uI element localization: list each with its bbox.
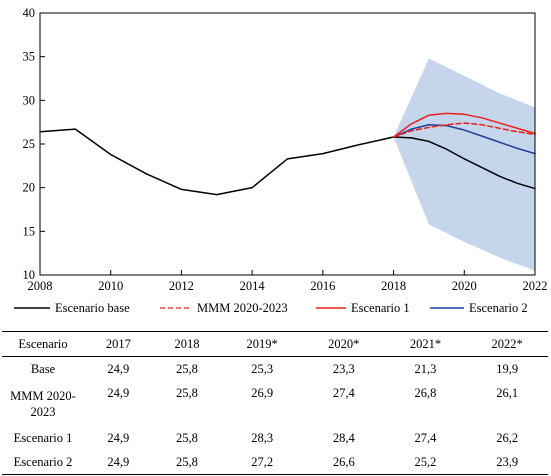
table-cell: 23,9 (466, 450, 548, 475)
x-tick-label: 2012 (169, 279, 194, 293)
x-tick-label: 2008 (28, 279, 53, 293)
table-cell: 27,2 (221, 450, 303, 475)
legend-item-escenario-base: Escenario base (14, 298, 130, 318)
table-header-cell: 2017 (84, 331, 153, 357)
table-row: Escenario 1 24,9 25,8 28,3 28,4 27,4 26,… (2, 426, 548, 450)
series-line-escenario-2 (392, 124, 536, 155)
y-tick-label: 10 (23, 268, 36, 282)
legend-swatch (430, 307, 464, 309)
legend-item-mmm: MMM 2020-2023 (160, 298, 288, 318)
table-cell: 26,8 (414, 386, 437, 400)
y-tick-label: 35 (23, 50, 36, 64)
table-header-cell: 2020* (302, 331, 385, 357)
table-row: Base 24,9 25,8 25,3 23,3 21,3 19,9 (2, 357, 548, 382)
table-cell: 28,3 (251, 430, 274, 445)
confidence-band-layer (393, 58, 535, 271)
legend-label: Escenario 2 (469, 300, 528, 315)
x-tick-label: 2010 (98, 279, 123, 293)
legend-item-escenario-1: Escenario 1 (316, 298, 410, 318)
x-tick-label: 2022 (523, 279, 548, 293)
legend-label: MMM 2020-2023 (197, 300, 288, 315)
row-label: Escenario 2 (2, 450, 84, 475)
table-cell: 28,4 (332, 430, 355, 445)
table-cell: 26,1 (496, 386, 519, 400)
row-label: Escenario 1 (13, 430, 73, 445)
table-header-cell: 2022* (466, 331, 548, 357)
x-tick-label: 2018 (381, 279, 406, 293)
table-header-cell: 2019* (221, 331, 303, 357)
y-tick-label: 25 (23, 137, 36, 151)
legend: Escenario base MMM 2020-2023 Escenario 1… (0, 298, 551, 320)
table-cell: 24,9 (107, 361, 130, 376)
table-header-row: Escenario 2017 2018 2019* 2020* 2021* 20… (2, 331, 548, 357)
table-cell: 21,3 (414, 361, 437, 376)
table-cell: 24,9 (107, 430, 130, 445)
series-line-mmm-2020-2023 (392, 122, 536, 138)
y-tick-label: 40 (23, 6, 36, 20)
y-tick-label: 30 (23, 93, 36, 107)
x-tick-label: 2014 (240, 279, 266, 293)
series-layer (39, 112, 536, 196)
table-cell: 26,2 (496, 430, 519, 445)
x-tick-label: 2020 (452, 279, 477, 293)
table-cell: 26,9 (251, 386, 274, 400)
table-cell: 25,3 (251, 361, 274, 376)
table-cell: 25,8 (176, 430, 198, 445)
axes-layer: 10 15 20 25 30 35 40 2008 2010 2012 2014 2016 2018 20… (23, 6, 548, 293)
legend-swatch (316, 307, 346, 309)
data-table: Escenario 2017 2018 2019* 2020* 2021* 20… (2, 331, 548, 475)
table-cell: 25,8 (152, 450, 222, 475)
table-cell: 24,9 (107, 386, 130, 400)
row-label: Base (30, 361, 56, 376)
table-row: Escenario 2 24,9 25,8 27,2 26,6 25,2 23,… (2, 450, 548, 475)
y-tick-label: 15 (23, 224, 36, 238)
row-label: MMM 2020-2023 (10, 388, 76, 419)
legend-label: Escenario 1 (351, 300, 410, 315)
table-row: MMM 2020-2023 24,9 25,8 26,9 27,4 26,8 2… (2, 381, 548, 426)
table-header-cell: 2021* (384, 331, 467, 357)
table-header-cell: 2018 (152, 331, 222, 357)
table-cell: 27,4 (332, 386, 355, 400)
series-line-escenario-base (39, 128, 536, 196)
table-cell: 19,9 (496, 361, 519, 376)
table-cell: 25,8 (176, 361, 198, 376)
confidence-band (393, 58, 535, 271)
line-chart: 10 15 20 25 30 35 40 2008 2010 2012 2014 2016 2018 20… (23, 6, 548, 293)
table-cell: 25,2 (384, 450, 467, 475)
table-cell: 26,6 (302, 450, 385, 475)
table-cell: 24,9 (84, 450, 153, 475)
table-cell: 25,8 (176, 386, 198, 400)
table-cell: 23,3 (332, 361, 355, 376)
legend-item-escenario-2: Escenario 2 (430, 298, 528, 318)
x-tick-label: 2016 (310, 279, 335, 293)
legend-label: Escenario base (55, 300, 130, 315)
table-header-cell: Escenario (2, 331, 84, 357)
legend-swatch (14, 307, 50, 309)
y-tick-label: 20 (23, 181, 36, 195)
series-line-escenario-1 (392, 112, 536, 138)
legend-swatch (160, 307, 192, 309)
table-cell: 27,4 (414, 430, 437, 445)
